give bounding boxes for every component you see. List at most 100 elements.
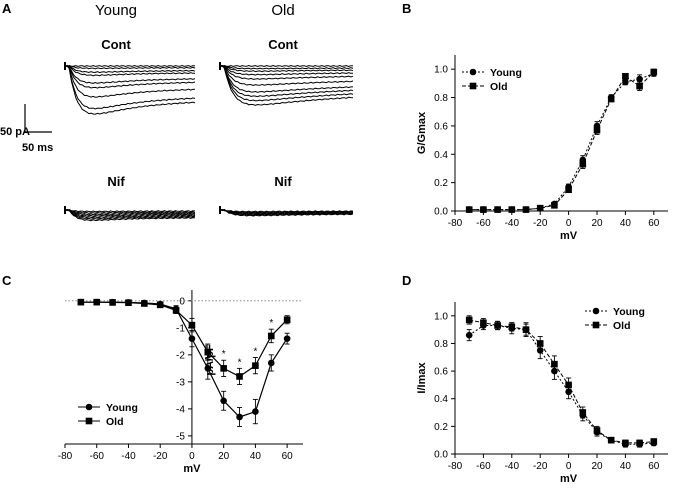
panel-d-x-axis-label: mV	[560, 473, 578, 485]
panel-b-x-tick-label: 0	[566, 218, 572, 229]
young-control-trace	[64, 65, 196, 89]
panel-b-y-axis-label: G/Gmax	[416, 111, 428, 154]
old-control-trace	[219, 65, 353, 76]
panel-b-y-tick-label: 0.4	[434, 150, 448, 161]
panel-d-x-tick-label: -60	[476, 461, 491, 472]
old-nif-label: Nif	[274, 174, 292, 189]
old-control-trace	[219, 65, 354, 93]
panel-d-point-old	[508, 323, 516, 331]
young-control-traces	[64, 62, 196, 115]
panel-c-x-tick-label: -80	[58, 451, 73, 462]
panel-b-point-old	[593, 126, 601, 134]
panel-c-legend-label: Old	[106, 416, 124, 428]
panel-d-point-old	[650, 438, 658, 445]
old-control-trace	[219, 65, 354, 98]
panel-c-legend-label: Young	[106, 402, 138, 414]
panel-c-point-old	[141, 300, 148, 307]
young-nif-trace	[64, 208, 196, 216]
panel-c-x-tick-label: 20	[218, 451, 230, 462]
panel-d-legend-marker	[592, 321, 600, 329]
panel-d-point-old	[494, 322, 501, 329]
panel-d-y-axis-label: I/Imax	[416, 362, 428, 394]
young-control-trace	[64, 65, 196, 77]
panel-c-x-tick-label: 40	[250, 451, 262, 462]
column-header-old: Old	[271, 2, 294, 19]
panel-c-point-young	[220, 397, 227, 405]
panel-b-legend-marker	[469, 82, 477, 90]
panel-d-series-young-line	[468, 325, 654, 445]
panel-d-y-tick-label: 0.4	[434, 394, 448, 405]
panel-d-x-tick-label: -20	[533, 461, 548, 472]
panel-b-y-tick-label: 1.0	[434, 65, 448, 76]
panel-b-y-tick-label: 0.6	[434, 121, 448, 132]
panel-c-point-old	[267, 332, 275, 340]
young-control-trace	[64, 65, 196, 110]
column-header-young: Young	[95, 2, 137, 19]
scale-time-label: 50 ms	[22, 142, 53, 154]
panel-c-y-tick-label: -2	[176, 350, 185, 361]
panel-b-x-tick-label: 20	[591, 218, 603, 229]
panel-d-y-tick-label: 0.2	[434, 422, 448, 433]
panel-d-x-tick-label: -80	[448, 461, 463, 472]
panel-c-y-tick-label: 0	[179, 296, 185, 307]
panel-b-series-young-line	[469, 72, 654, 211]
young-control-trace	[64, 64, 196, 74]
panel-b-x-tick-label: -80	[448, 218, 463, 229]
panel-c-point-old	[125, 299, 132, 306]
panel-d-point-old	[622, 439, 629, 447]
panel-b-point-young	[636, 75, 643, 83]
panel-b-x-tick-label: 40	[620, 218, 632, 229]
panel-c-point-old	[172, 306, 180, 314]
panel-b-point-old	[565, 186, 572, 194]
young-control-trace	[64, 64, 196, 68]
panel-d-point-young	[465, 331, 473, 339]
young-nif-trace	[64, 209, 196, 217]
chart-panel-b: -80 -60 -40 -20 0 20 40 60 0.0 0.2 0.4 0.6 0.8 1.0 mV G…	[416, 55, 668, 242]
panel-d-x-tick-label: 40	[620, 461, 632, 472]
panel-c-point-old	[156, 301, 164, 309]
old-control-label: Cont	[268, 37, 298, 52]
panel-c-point-old	[109, 299, 116, 306]
panel-c-y-tick-label: -1	[176, 323, 185, 334]
panel-d-series-old-line	[469, 319, 654, 444]
panel-c-y-tick-label: -3	[176, 377, 185, 388]
old-control-trace	[219, 65, 354, 70]
panel-b-point-old	[607, 95, 615, 103]
panel-d-point-old	[565, 381, 572, 389]
panel-d-point-old	[593, 427, 601, 434]
panel-c-significance-star: *	[222, 349, 226, 360]
panel-d-point-old	[607, 436, 615, 444]
panel-c-x-tick-label: 60	[282, 451, 294, 462]
young-nif-label: Nif	[107, 174, 125, 189]
panel-c-legend-marker	[85, 403, 93, 411]
panel-c-point-old	[77, 298, 85, 306]
panel-d-point-old	[579, 409, 587, 416]
panel-c-point-young	[236, 413, 243, 421]
panel-d-point-old	[636, 439, 643, 447]
old-nif-trace	[219, 209, 354, 217]
panel-d-point-old	[536, 340, 544, 347]
panel-b-point-old	[622, 72, 629, 80]
panel-c-legend-marker	[85, 417, 93, 425]
young-control-trace	[64, 64, 196, 115]
young-control-label: Cont	[101, 37, 131, 52]
panel-b-point-old	[551, 202, 558, 209]
panel-d-point-old	[522, 326, 530, 333]
panel-c-x-tick-label: -40	[121, 451, 136, 462]
panel-c-x-tick-label: -60	[90, 451, 105, 462]
young-control-trace	[64, 65, 196, 70]
panel-label-d: D	[402, 273, 411, 288]
panel-c-point-old	[283, 316, 291, 324]
panel-d-y-tick-label: 0.6	[434, 367, 448, 378]
panel-c-point-old	[93, 298, 101, 306]
panel-b-point-old	[650, 68, 658, 76]
panel-label-a: A	[2, 1, 12, 16]
panel-b-x-axis-label: mV	[560, 230, 578, 242]
panel-b-x-tick-label: -60	[476, 218, 491, 229]
panel-d-x-tick-label: 20	[591, 461, 603, 472]
panel-b-point-old	[494, 206, 501, 213]
young-nif-trace	[64, 209, 196, 219]
panel-b-point-old	[465, 206, 473, 213]
